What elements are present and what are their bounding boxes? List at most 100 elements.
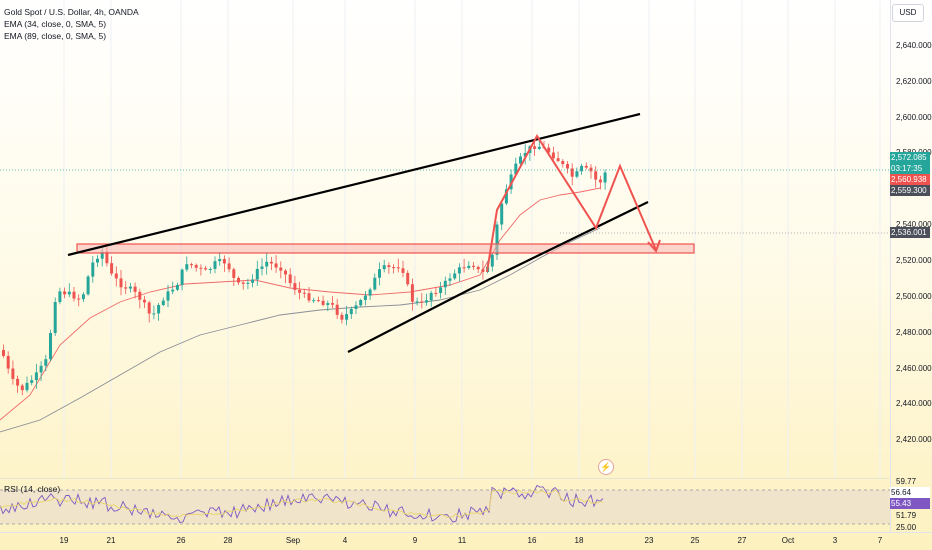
candle-body bbox=[20, 385, 24, 391]
rsi-legend[interactable]: RSI (14, close) bbox=[4, 484, 61, 494]
candle-body bbox=[345, 314, 349, 320]
price-tick: 2,440.000 bbox=[896, 399, 932, 408]
main-price-chart[interactable] bbox=[0, 0, 890, 478]
candle-body bbox=[105, 251, 109, 264]
symbol-title[interactable]: Gold Spot / U.S. Dollar, 4h, OANDA bbox=[4, 7, 139, 17]
candle-body bbox=[312, 300, 316, 302]
projection-path bbox=[486, 134, 657, 273]
rsi-pane[interactable] bbox=[0, 478, 890, 532]
price-tick: 2,420.000 bbox=[896, 435, 932, 444]
candle-body bbox=[279, 267, 283, 271]
candle-body bbox=[566, 164, 569, 169]
lower-trendline-right bbox=[487, 201, 649, 281]
time-label: 4 bbox=[342, 536, 348, 545]
candle-body bbox=[77, 298, 81, 300]
candle-body bbox=[396, 267, 400, 269]
candle-body bbox=[373, 277, 377, 290]
upper-trendline bbox=[67, 112, 641, 257]
candle-body bbox=[589, 167, 593, 172]
candle-body bbox=[185, 264, 189, 270]
candle-body bbox=[269, 261, 273, 264]
candle-body bbox=[11, 368, 15, 379]
candle-body bbox=[443, 280, 447, 288]
candle-body bbox=[175, 284, 179, 290]
time-label: 23 bbox=[644, 536, 654, 545]
ema-89-badge: 2,559.300 bbox=[890, 185, 930, 196]
candle-body bbox=[143, 299, 146, 303]
candle-body bbox=[321, 300, 325, 305]
candle-body bbox=[147, 302, 151, 314]
time-label: 11 bbox=[457, 536, 467, 545]
candle-body bbox=[157, 305, 161, 314]
candle-body bbox=[429, 292, 433, 301]
candle-body bbox=[119, 278, 123, 288]
candle-body bbox=[387, 265, 391, 268]
time-axis[interactable] bbox=[0, 532, 932, 550]
candle-body bbox=[133, 286, 137, 292]
candle-body bbox=[434, 292, 438, 294]
candle-body bbox=[307, 293, 311, 301]
candle-body bbox=[425, 300, 428, 303]
candle-body bbox=[584, 165, 588, 168]
candle-body bbox=[462, 267, 466, 269]
candle-body bbox=[265, 261, 269, 267]
candle-body bbox=[152, 313, 156, 315]
candle-body bbox=[500, 203, 504, 225]
price-tick: 2,540.000 bbox=[896, 220, 932, 229]
candle-body bbox=[260, 266, 264, 269]
candle-body bbox=[561, 161, 565, 165]
candle-body bbox=[448, 278, 452, 281]
candle-body bbox=[439, 287, 443, 294]
candle-body bbox=[128, 286, 132, 289]
candle-body bbox=[359, 299, 363, 306]
price-tick: 2,600.000 bbox=[896, 113, 932, 122]
ema-34-legend[interactable]: EMA (34, close, 0, SMA, 5) bbox=[4, 19, 107, 29]
candle-body bbox=[293, 283, 297, 290]
candle-body bbox=[382, 265, 386, 270]
candle-body bbox=[598, 179, 602, 183]
candle-body bbox=[208, 268, 212, 270]
candle-body bbox=[406, 272, 410, 285]
candle-body bbox=[472, 265, 475, 267]
candle-body bbox=[457, 267, 461, 274]
candle-body bbox=[519, 156, 522, 164]
candle-body bbox=[523, 152, 527, 157]
rsi-line bbox=[0, 484, 604, 524]
candle-body bbox=[166, 291, 170, 301]
candle-body bbox=[124, 287, 128, 289]
candle-body bbox=[284, 270, 287, 275]
candle-body bbox=[415, 301, 419, 303]
candle-body bbox=[490, 254, 494, 267]
rsi-tick: 51.79 bbox=[896, 511, 917, 520]
candle-body bbox=[96, 258, 99, 263]
candle-body bbox=[368, 289, 372, 296]
rsi-tick: 25.00 bbox=[896, 523, 917, 532]
candle-body bbox=[86, 276, 90, 295]
candle-body bbox=[603, 172, 607, 183]
candle-body bbox=[594, 171, 598, 180]
candle-body bbox=[514, 163, 518, 175]
ema-89-legend[interactable]: EMA (89, close, 0, SMA, 5) bbox=[4, 31, 107, 41]
rsi-value-badge: 56.64 bbox=[890, 487, 930, 498]
candle-body bbox=[401, 268, 405, 273]
candle-body bbox=[39, 365, 43, 373]
rsi-band bbox=[0, 490, 890, 524]
candle-body bbox=[551, 152, 555, 159]
ema34 bbox=[0, 187, 601, 421]
candle-body bbox=[580, 165, 584, 172]
ema-34-badge: 2,560.938 bbox=[890, 174, 930, 185]
candle-body bbox=[570, 168, 574, 177]
candle-body bbox=[237, 277, 240, 283]
candle-body bbox=[81, 294, 85, 300]
lightning-icon[interactable]: ⚡ bbox=[598, 459, 614, 475]
candle-body bbox=[363, 295, 367, 300]
candle-body bbox=[246, 282, 250, 284]
time-label: 19 bbox=[59, 536, 69, 545]
currency-selector[interactable]: USD bbox=[892, 4, 924, 22]
candle-body bbox=[533, 146, 537, 149]
price-scale[interactable] bbox=[890, 0, 932, 532]
candle-body bbox=[30, 380, 34, 383]
candle-body bbox=[354, 305, 358, 309]
grid-lines bbox=[63, 0, 881, 478]
candle-body bbox=[316, 300, 320, 302]
